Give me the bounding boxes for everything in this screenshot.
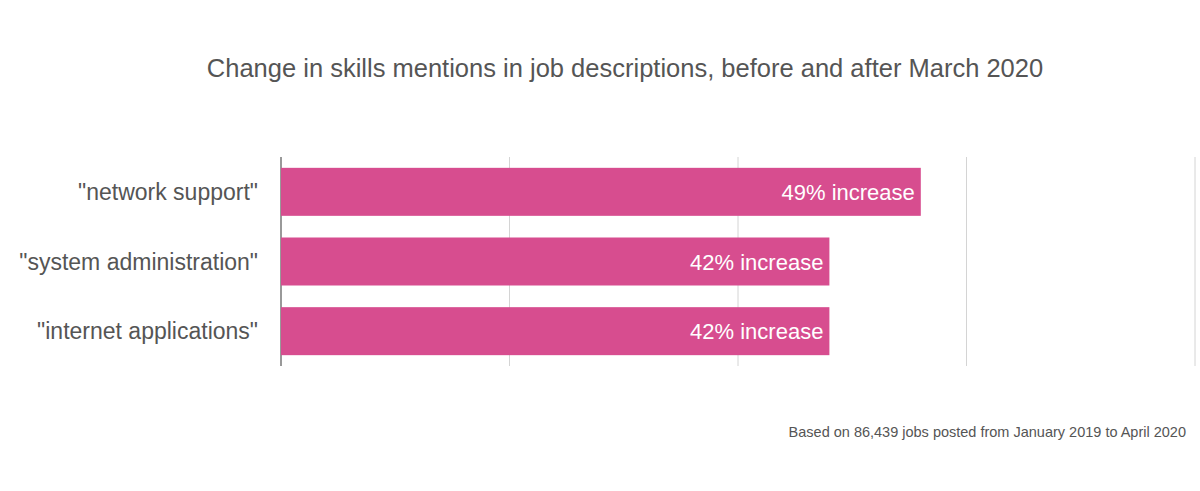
bar bbox=[281, 238, 829, 286]
bars bbox=[281, 168, 921, 355]
grid-line bbox=[1195, 157, 1196, 366]
data-label: 49% increase bbox=[781, 180, 914, 205]
category-label: "internet applications" bbox=[37, 318, 258, 344]
grid-line bbox=[966, 157, 967, 366]
footnote: Based on 86,439 jobs posted from January… bbox=[789, 424, 1186, 440]
bar bbox=[281, 307, 829, 355]
title: Change in skills mentions in job descrip… bbox=[207, 54, 1043, 82]
data-label: 42% increase bbox=[690, 250, 823, 275]
category-label: "network support" bbox=[78, 179, 258, 205]
chart: Change in skills mentions in job descrip… bbox=[0, 0, 1200, 491]
bar bbox=[281, 168, 921, 216]
category-label: "system administration" bbox=[19, 249, 258, 275]
data-label: 42% increase bbox=[690, 319, 823, 344]
